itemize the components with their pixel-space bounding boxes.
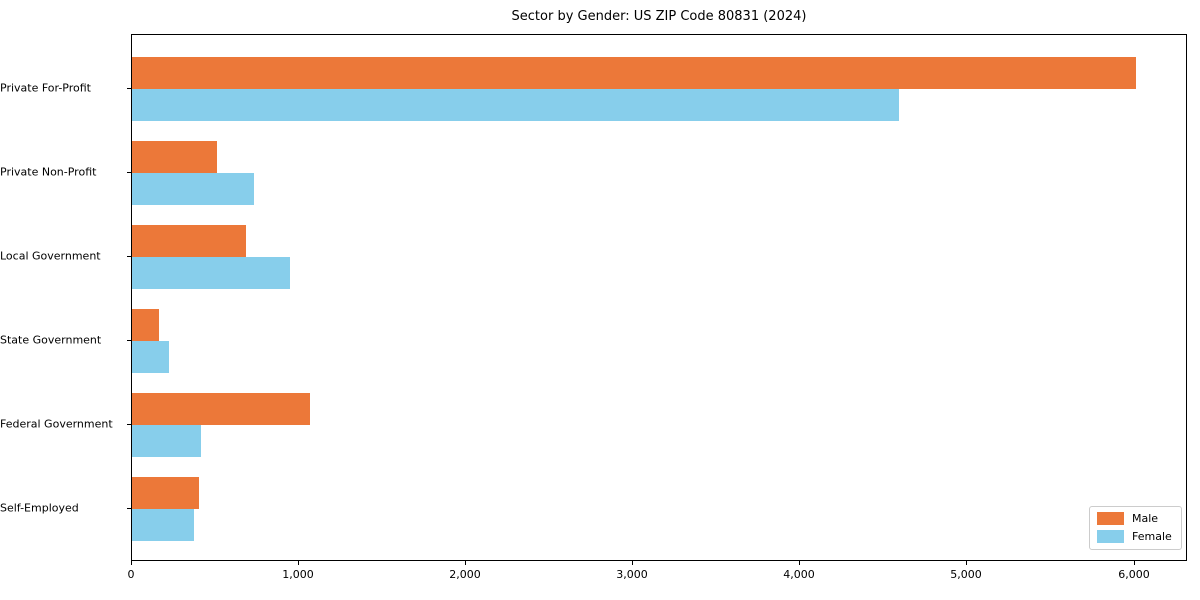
bar-male-4 bbox=[132, 393, 310, 425]
legend-swatch-male bbox=[1097, 512, 1124, 525]
y-tick-label: Federal Government bbox=[0, 417, 113, 431]
bar-male-0 bbox=[132, 57, 1136, 89]
y-tick-mark bbox=[127, 256, 131, 257]
x-tick-mark bbox=[298, 561, 299, 565]
bar-male-2 bbox=[132, 225, 246, 257]
y-tick-label: State Government bbox=[0, 333, 102, 347]
y-tick-label: Private For-Profit bbox=[0, 81, 91, 95]
y-tick-mark bbox=[127, 508, 131, 509]
x-tick-mark bbox=[632, 561, 633, 565]
bar-male-5 bbox=[132, 477, 199, 509]
bar-female-2 bbox=[132, 257, 290, 289]
y-tick-mark bbox=[127, 172, 131, 173]
x-tick-mark bbox=[131, 561, 132, 565]
y-tick-label: Self-Employed bbox=[0, 501, 79, 515]
x-tick-label: 6,000 bbox=[1118, 568, 1150, 581]
x-tick-label: 5,000 bbox=[950, 568, 982, 581]
bar-female-4 bbox=[132, 425, 201, 457]
bar-female-0 bbox=[132, 89, 899, 121]
bar-female-1 bbox=[132, 173, 254, 205]
bar-female-3 bbox=[132, 341, 169, 373]
y-tick-label: Private Non-Profit bbox=[0, 165, 97, 179]
x-tick-mark bbox=[966, 561, 967, 565]
x-tick-label: 3,000 bbox=[616, 568, 648, 581]
x-tick-mark bbox=[1134, 561, 1135, 565]
chart-title: Sector by Gender: US ZIP Code 80831 (202… bbox=[511, 9, 807, 24]
x-tick-label: 1,000 bbox=[282, 568, 314, 581]
x-tick-mark bbox=[799, 561, 800, 565]
y-tick-label: Local Government bbox=[0, 249, 101, 263]
x-tick-mark bbox=[465, 561, 466, 565]
x-tick-label: 2,000 bbox=[449, 568, 481, 581]
plot-area bbox=[131, 34, 1187, 561]
x-tick-label: 0 bbox=[127, 568, 135, 581]
legend: Male Female bbox=[1089, 506, 1182, 550]
legend-item-male: Male bbox=[1097, 512, 1173, 525]
y-tick-mark bbox=[127, 340, 131, 341]
legend-item-female: Female bbox=[1097, 530, 1173, 543]
y-tick-mark bbox=[127, 88, 131, 89]
y-tick-mark bbox=[127, 424, 131, 425]
legend-label-male: Male bbox=[1132, 512, 1159, 525]
bar-male-1 bbox=[132, 141, 217, 173]
legend-swatch-female bbox=[1097, 530, 1124, 543]
bar-female-5 bbox=[132, 509, 194, 541]
legend-label-female: Female bbox=[1132, 530, 1172, 543]
bar-male-3 bbox=[132, 309, 159, 341]
x-tick-label: 4,000 bbox=[783, 568, 815, 581]
